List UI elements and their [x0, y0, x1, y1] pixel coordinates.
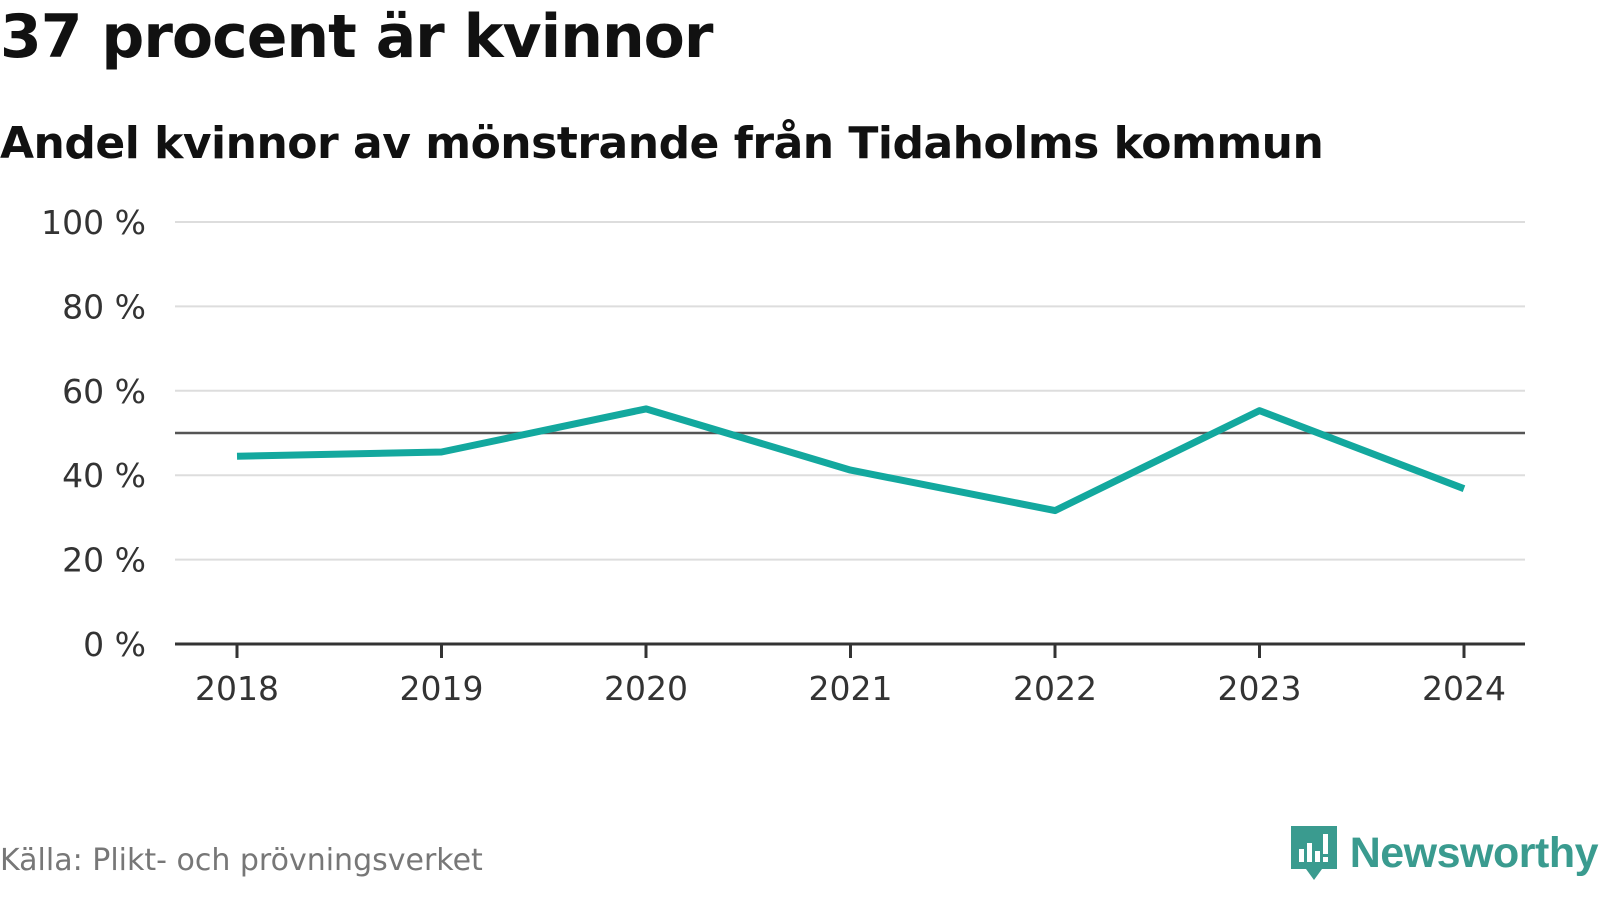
- chart-title: 37 procent är kvinnor: [0, 2, 713, 72]
- x-tick-label: 2018: [195, 669, 279, 708]
- brand-logo: Newsworthy: [1288, 823, 1599, 883]
- data-point-2023: [1256, 407, 1263, 414]
- data-point-2022: [1052, 507, 1059, 514]
- brand-name: Newsworthy: [1349, 828, 1599, 877]
- y-tick-label: 100 %: [41, 203, 146, 242]
- y-tick-label: 0 %: [83, 625, 146, 664]
- y-tick-label: 60 %: [62, 372, 146, 411]
- newsworthy-logo-icon: [1290, 826, 1337, 880]
- x-tick-label: 2024: [1422, 669, 1506, 708]
- y-tick-label: 20 %: [62, 541, 146, 580]
- series-line-0: [236, 405, 1466, 515]
- y-axis-ticks: 0 % 20 % 40 % 60 % 80 % 100 %: [41, 203, 146, 664]
- data-point-2018: [234, 453, 241, 460]
- x-tick-label: 2022: [1013, 669, 1097, 708]
- gridlines: [175, 221, 1525, 561]
- x-axis: 2018 2019 2020 2021 2022 2023 2024: [175, 642, 1525, 708]
- chart-subtitle: Andel kvinnor av mönstrande från Tidahol…: [0, 118, 1324, 169]
- data-point-2021: [847, 467, 854, 474]
- y-tick-label: 40 %: [62, 456, 146, 495]
- data-point-2024: [1461, 485, 1468, 492]
- source-note: Källa: Plikt- och prövningsverket: [0, 843, 483, 878]
- x-tick-label: 2023: [1218, 669, 1302, 708]
- data-point-2020: [643, 405, 650, 412]
- y-tick-label: 80 %: [62, 287, 146, 326]
- series-group: [234, 405, 1468, 515]
- x-tick-label: 2020: [604, 669, 688, 708]
- line-chart: 0 % 20 % 40 % 60 % 80 % 100 % 2018 2019 2020 202…: [41, 203, 1525, 708]
- data-point-2019: [438, 448, 445, 455]
- x-tick-label: 2021: [809, 669, 893, 708]
- x-tick-label: 2019: [400, 669, 484, 708]
